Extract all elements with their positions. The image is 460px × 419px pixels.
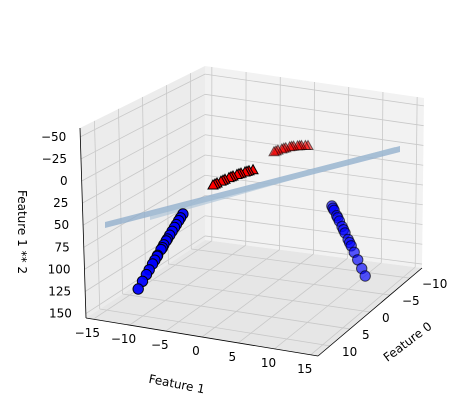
class0-point (359, 270, 371, 282)
axis-lines (79, 127, 423, 357)
x-gridline (190, 73, 192, 250)
y-tick-label: −10 (111, 332, 136, 346)
data-markers (132, 139, 371, 295)
left-pane (80, 66, 205, 318)
x-gridline (191, 248, 411, 279)
x-gridline (118, 108, 124, 295)
x-gridline (142, 96, 146, 280)
decision-plane (105, 146, 400, 228)
y-tick-label: 15 (297, 362, 312, 376)
x-axis-line (317, 267, 423, 357)
y-tick-label: 5 (228, 350, 236, 364)
z-tick-label: 25 (53, 196, 68, 210)
x-tick-label: 10 (342, 345, 357, 359)
z-tick-label: 0 (60, 174, 68, 188)
z-axis-line (79, 127, 87, 319)
plane-highlight (150, 147, 398, 220)
x-gridline (94, 120, 101, 310)
x-gridline (122, 293, 351, 330)
z-tick-label: 100 (48, 262, 71, 276)
y-tick-label: 0 (192, 344, 200, 358)
y-gridline (414, 96, 418, 268)
x-tick-label: −5 (402, 294, 420, 308)
z-axis-title: Feature 1 ** 2 (15, 190, 29, 274)
x-gridline (168, 263, 391, 296)
x-gridline (99, 308, 331, 347)
axis-panes (80, 66, 424, 356)
y-tick-label: −5 (151, 338, 169, 352)
class1-point (207, 178, 219, 190)
y-gridline (380, 91, 384, 263)
y-tick-label: −15 (75, 326, 100, 340)
y-gridline (313, 81, 315, 255)
class1-point (268, 145, 280, 157)
x-tick-label: 5 (362, 328, 370, 342)
x-axis-title: Feature 0 (381, 319, 435, 364)
z-tick-label: 50 (54, 218, 69, 232)
y-axis-line (85, 317, 319, 357)
tick-labels: −15 −10 −5 0 5 10 15−10−50510−50−2502550751001… (41, 130, 447, 376)
z-tick-label: 75 (55, 240, 70, 254)
y-tick-label: 10 (261, 356, 276, 370)
z-tick-label: 125 (48, 285, 71, 299)
class0-point (132, 283, 144, 295)
y-axis-title: Feature 1 (148, 372, 206, 397)
x-tick-label: −10 (422, 277, 447, 291)
x-tick-label: 0 (382, 311, 390, 325)
z-tick-label: −25 (42, 152, 67, 166)
y-gridline (279, 76, 281, 250)
z-tick-label: 150 (49, 307, 72, 321)
x-gridline (145, 278, 371, 313)
z-tick-label: −50 (41, 130, 66, 144)
